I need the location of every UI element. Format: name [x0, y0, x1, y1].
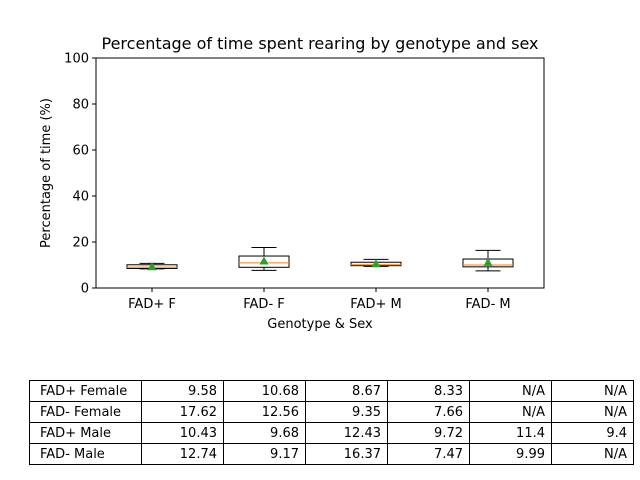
- table-cell: 9.68: [223, 422, 306, 444]
- y-tick-label: 60: [72, 144, 89, 159]
- y-tick-label: 20: [72, 236, 89, 251]
- table-cell: N/A: [551, 443, 634, 465]
- x-axis: FAD+ F FAD- F FAD+ M FAD- M: [128, 288, 511, 312]
- table-cell: 9.17: [223, 443, 306, 465]
- table-cell: 12.56: [223, 401, 306, 423]
- row-label: FAD+ Male: [29, 422, 142, 444]
- x-tick-label: FAD- M: [465, 297, 510, 312]
- box-4: [462, 249, 514, 272]
- mean-marker: [483, 257, 493, 266]
- table-cell: 11.4: [469, 422, 552, 444]
- x-tick-label: FAD+ F: [128, 297, 176, 312]
- mean-marker: [147, 262, 157, 271]
- row-label: FAD- Female: [29, 401, 142, 423]
- table-cell: 17.62: [141, 401, 224, 423]
- table-cell: N/A: [551, 380, 634, 402]
- table-cell: 12.43: [305, 422, 388, 444]
- table-cell: N/A: [469, 380, 552, 402]
- box-1: [126, 262, 178, 271]
- plot-frame: [95, 57, 545, 289]
- box-plot-chart: Percentage of time spent rearing by geno…: [39, 34, 545, 332]
- y-axis-label: Percentage of time (%): [39, 98, 54, 248]
- y-tick-label: 80: [72, 98, 89, 113]
- table-cell: 10.43: [141, 422, 224, 444]
- table-cell: 7.66: [387, 401, 470, 423]
- x-tick-label: FAD+ M: [350, 297, 401, 312]
- table-cell: 8.33: [387, 380, 470, 402]
- y-tick-label: 100: [64, 52, 89, 67]
- table-cell: 8.67: [305, 380, 388, 402]
- y-tick-label: 0: [81, 282, 89, 297]
- table-cell: N/A: [469, 401, 552, 423]
- table-row: FAD- Female 17.62 12.56 9.35 7.66 N/A N/A: [29, 401, 634, 423]
- mean-marker: [259, 256, 269, 265]
- row-label: FAD- Male: [29, 443, 142, 465]
- table-cell: 9.35: [305, 401, 388, 423]
- table-cell: 9.4: [551, 422, 634, 444]
- table-cell: 10.68: [223, 380, 306, 402]
- data-table: FAD+ Female 9.58 10.68 8.67 8.33 N/A N/A FAD- F…: [29, 380, 634, 465]
- x-tick-label: FAD- F: [243, 297, 285, 312]
- row-label: FAD+ Female: [29, 380, 142, 402]
- chart-title: Percentage of time spent rearing by geno…: [102, 34, 539, 53]
- table-row: FAD+ Female 9.58 10.68 8.67 8.33 N/A N/A: [29, 380, 634, 402]
- table-cell: 7.47: [387, 443, 470, 465]
- x-axis-label: Genotype & Sex: [267, 317, 373, 332]
- table-cell: 9.99: [469, 443, 552, 465]
- y-tick-label: 40: [72, 190, 89, 205]
- table-cell: N/A: [551, 401, 634, 423]
- box-3: [350, 258, 402, 268]
- table-cell: 12.74: [141, 443, 224, 465]
- table-row: FAD- Male 12.74 9.17 16.37 7.47 9.99 N/A: [29, 443, 634, 465]
- iqr-box: [238, 255, 290, 268]
- table-cell: 9.72: [387, 422, 470, 444]
- mean-marker: [371, 259, 381, 268]
- table-row: FAD+ Male 10.43 9.68 12.43 9.72 11.4 9.4: [29, 422, 634, 444]
- table-cell: 16.37: [305, 443, 388, 465]
- y-axis: 0 20 40 60 80 100: [64, 52, 96, 297]
- box-2: [238, 246, 290, 271]
- boxes-group: [126, 246, 514, 272]
- table-cell: 9.58: [141, 380, 224, 402]
